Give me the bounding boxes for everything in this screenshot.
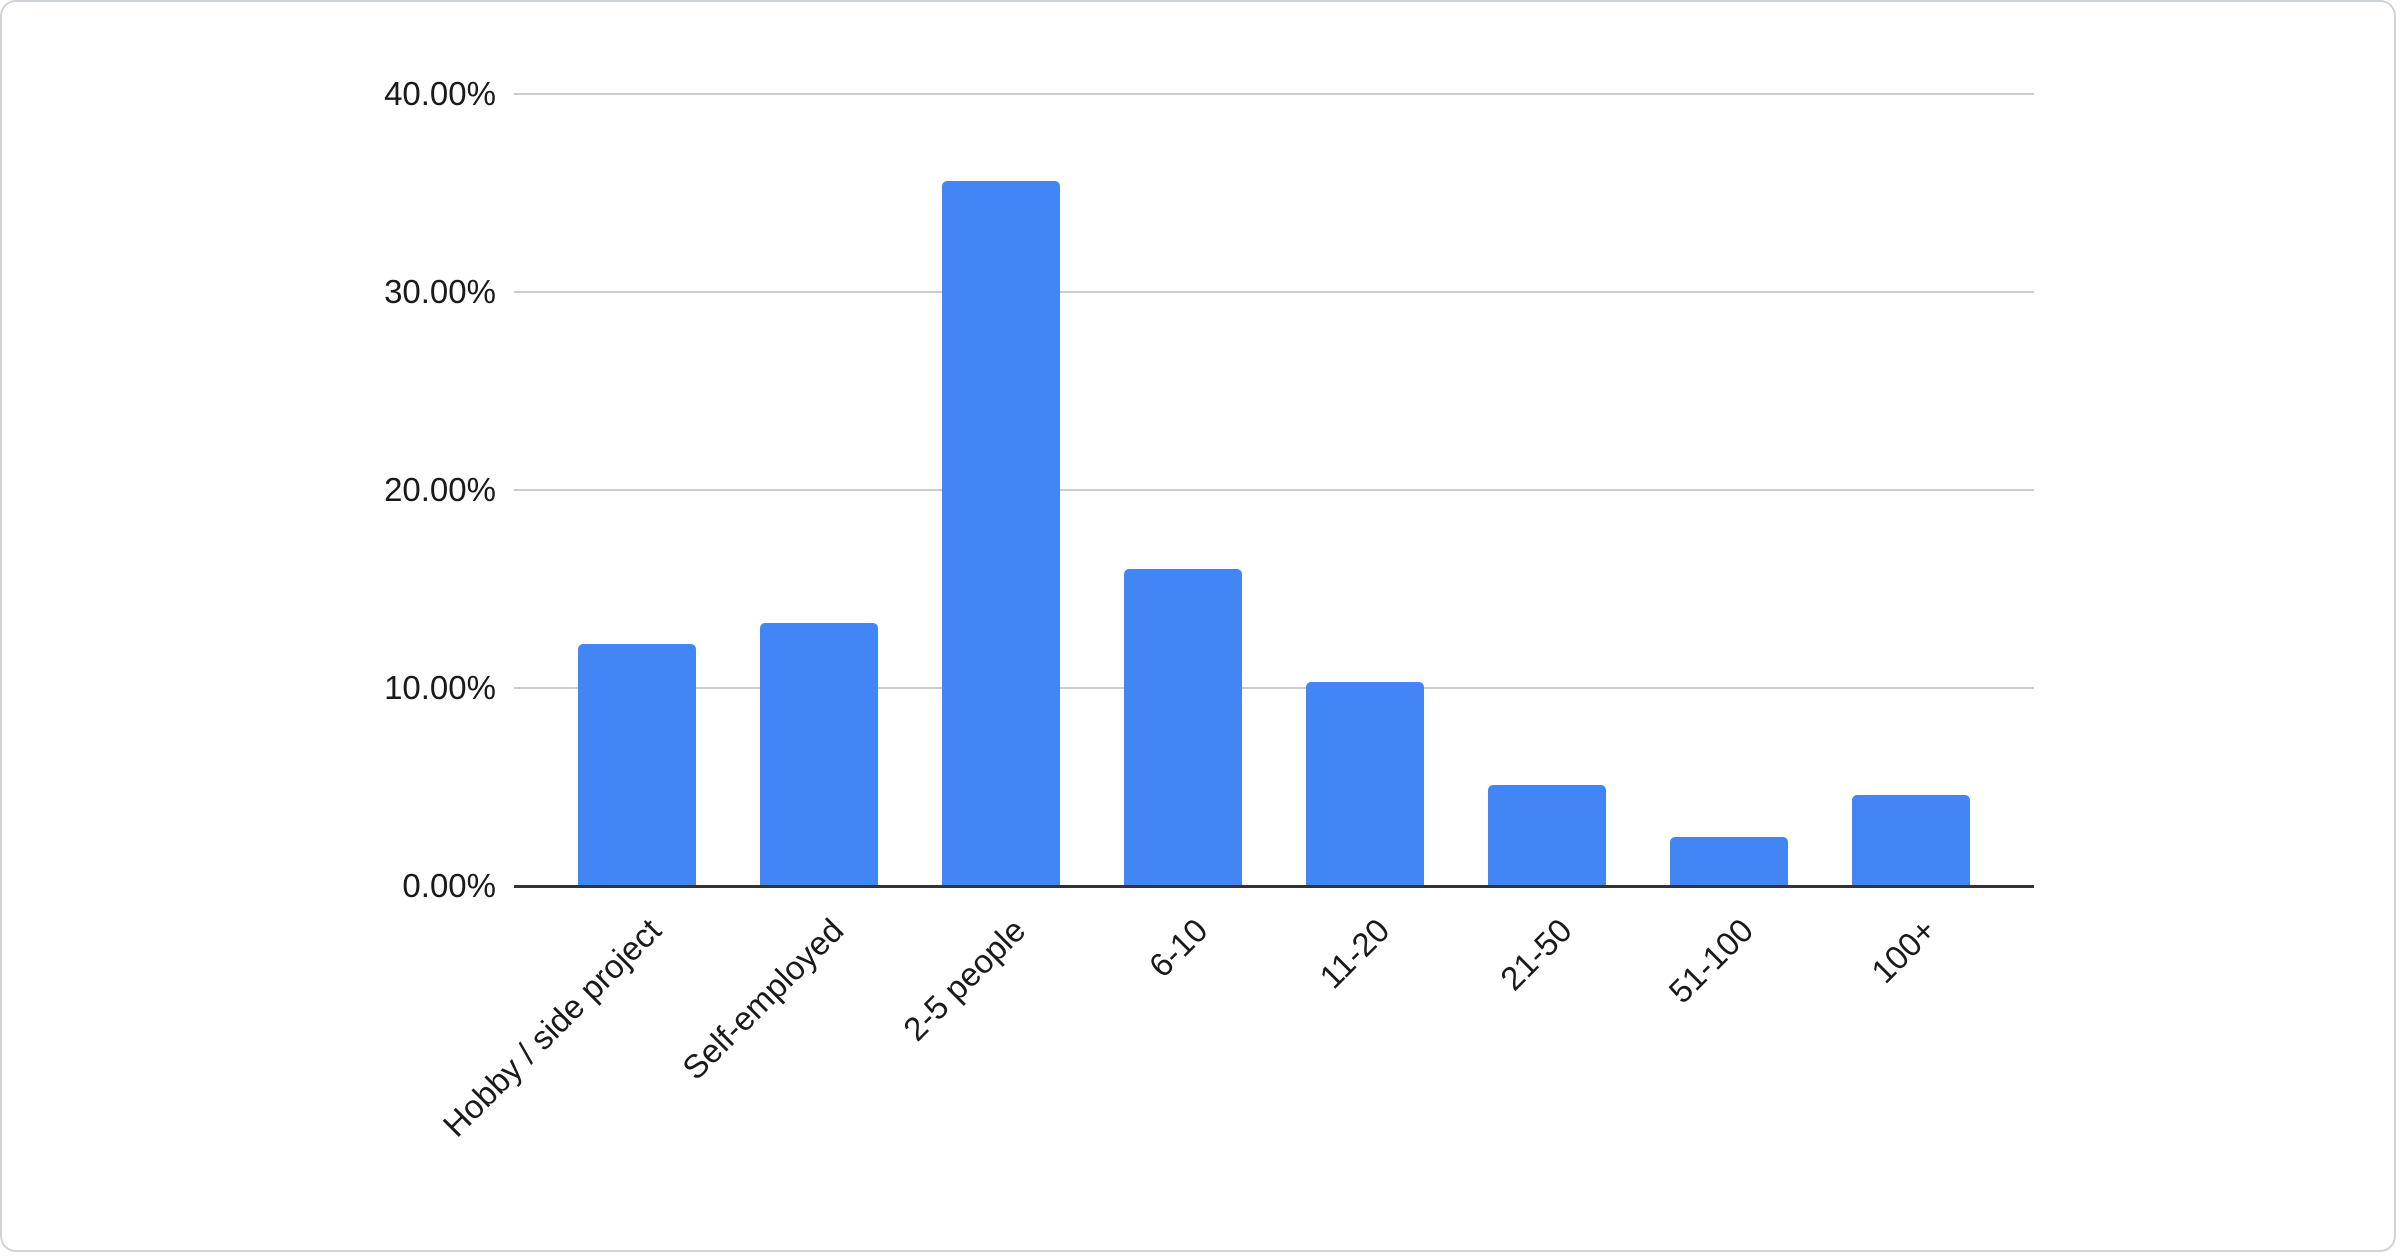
x-axis-tick-label: 21-50 [1492,911,1579,998]
bar [1124,569,1242,886]
y-gridline [514,489,2034,491]
x-axis-tick-label: 2-5 people [896,911,1033,1048]
bar [1670,836,1788,886]
y-gridline [514,687,2034,689]
bar [760,622,878,886]
x-axis-tick-label: Hobby / side project [436,911,669,1144]
x-axis-line [514,885,2034,888]
bar [942,181,1060,886]
y-axis-tick-label: 20.00% [384,471,496,508]
x-axis-tick-label: 100+ [1863,911,1943,991]
bar [578,644,696,886]
bar [1852,794,1970,886]
y-axis-tick-label: 30.00% [384,273,496,310]
x-axis-tick-label: 6-10 [1141,911,1215,985]
bar [1488,785,1606,886]
y-gridline [514,291,2034,293]
bar [1306,682,1424,886]
y-axis-tick-label: 10.00% [384,669,496,706]
x-axis-tick-label: Self-employed [675,911,851,1087]
y-axis-tick-label: 40.00% [384,75,496,112]
y-gridline [514,93,2034,95]
y-axis-tick-label: 0.00% [402,867,496,904]
x-axis-tick-label: 51-100 [1661,911,1761,1011]
x-axis-tick-label: 11-20 [1312,911,1397,996]
